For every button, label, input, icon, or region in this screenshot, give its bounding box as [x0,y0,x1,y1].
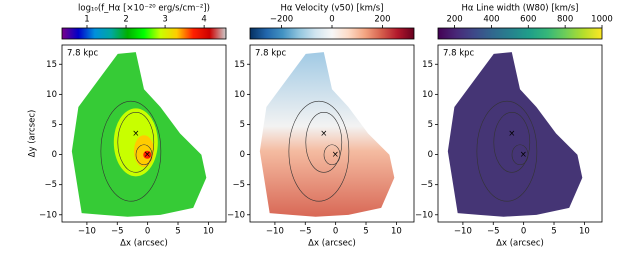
colorbar-tick-label: 4 [201,15,206,25]
x-tick-label: 5 [175,227,180,237]
y-tick-label: −10 [415,210,433,220]
y-tick-label: −5 [44,180,57,190]
annotation-box [65,47,99,58]
contour [323,144,341,166]
plot-frame [249,44,415,223]
x-axis-label: Δx (arcsec) [496,239,544,249]
marker: × [332,150,339,160]
colorbar-label: Hα Velocity (v50) [km/s] [280,4,383,14]
x-tick-label: 0 [333,227,338,237]
contour [135,144,153,166]
contour [511,144,529,166]
colorbar-tick-label: 1 [84,15,89,25]
marker: × [144,150,151,160]
contour [100,100,162,202]
colorbar-tick-label: −200 [270,15,293,25]
colorbar [61,27,227,40]
colorbar-tick-label: 200 [374,15,390,25]
colorbar-label: Hα Line width (W80) [km/s] [462,4,579,14]
y-tick-label: −10 [227,210,245,220]
y-tick-label: −5 [420,180,433,190]
annotation: 7.8 kpc [443,49,475,59]
map-region [447,52,583,217]
colorbar-tick-label: 0 [329,15,334,25]
colorbar-tick-label: 800 [557,15,573,25]
colorbar-label: log₁₀(f_Hα [×10⁻²⁰ erg/s/cm⁻²]) [78,4,210,14]
marker: × [508,129,515,139]
annotation-box [253,47,287,58]
x-axis-label: Δx (arcsec) [120,239,168,249]
map-peak [143,150,152,159]
colorbar-tick-label: 3 [162,15,167,25]
x-tick-label: 10 [203,227,214,237]
colorbar-tick-label: 400 [483,15,499,25]
contour [117,112,155,173]
y-axis-label: Δy (arcsec) [28,110,38,158]
y-tick-label: 0 [52,150,57,160]
marker: × [132,129,139,139]
colorbar-tick-label: 200 [446,15,462,25]
map-core [134,135,154,168]
plot-frame [61,44,227,223]
marker: × [320,129,327,139]
y-tick-label: 5 [52,120,57,130]
x-tick-label: −10 [454,227,472,237]
colorbar-tick-label: 600 [520,15,536,25]
y-tick-label: 15 [46,60,57,70]
colorbar [249,27,415,40]
x-tick-label: −10 [78,227,96,237]
x-tick-label: 0 [145,227,150,237]
contour [493,112,531,173]
colorbar-tick-label: 1000 [591,15,613,25]
y-tick-label: −5 [232,180,245,190]
x-tick-label: −5 [111,227,124,237]
y-tick-label: 10 [234,90,245,100]
x-tick-label: −10 [266,227,284,237]
y-tick-label: 5 [240,120,245,130]
y-tick-label: 0 [240,150,245,160]
annotation: 7.8 kpc [255,49,287,59]
map-region [259,52,395,217]
y-tick-label: 10 [46,90,57,100]
y-tick-label: 15 [422,60,433,70]
x-axis-label: Δx (arcsec) [308,239,356,249]
y-tick-label: −10 [39,210,57,220]
x-tick-label: 10 [579,227,590,237]
x-tick-label: 5 [551,227,556,237]
colorbar-tick-label: 2 [123,15,128,25]
annotation-box [441,47,475,58]
y-tick-label: 5 [428,120,433,130]
x-tick-label: −5 [299,227,312,237]
y-tick-label: 0 [428,150,433,160]
marker: × [520,150,527,160]
contour [305,112,343,173]
x-tick-label: −5 [487,227,500,237]
x-tick-label: 5 [363,227,368,237]
annotation: 7.8 kpc [67,49,99,59]
x-tick-label: 0 [521,227,526,237]
y-tick-label: 15 [234,60,245,70]
colorbar [437,27,603,40]
x-tick-label: 10 [391,227,402,237]
y-tick-label: 10 [422,90,433,100]
contour [476,100,538,202]
contour [288,100,350,202]
plot-frame [437,44,603,223]
